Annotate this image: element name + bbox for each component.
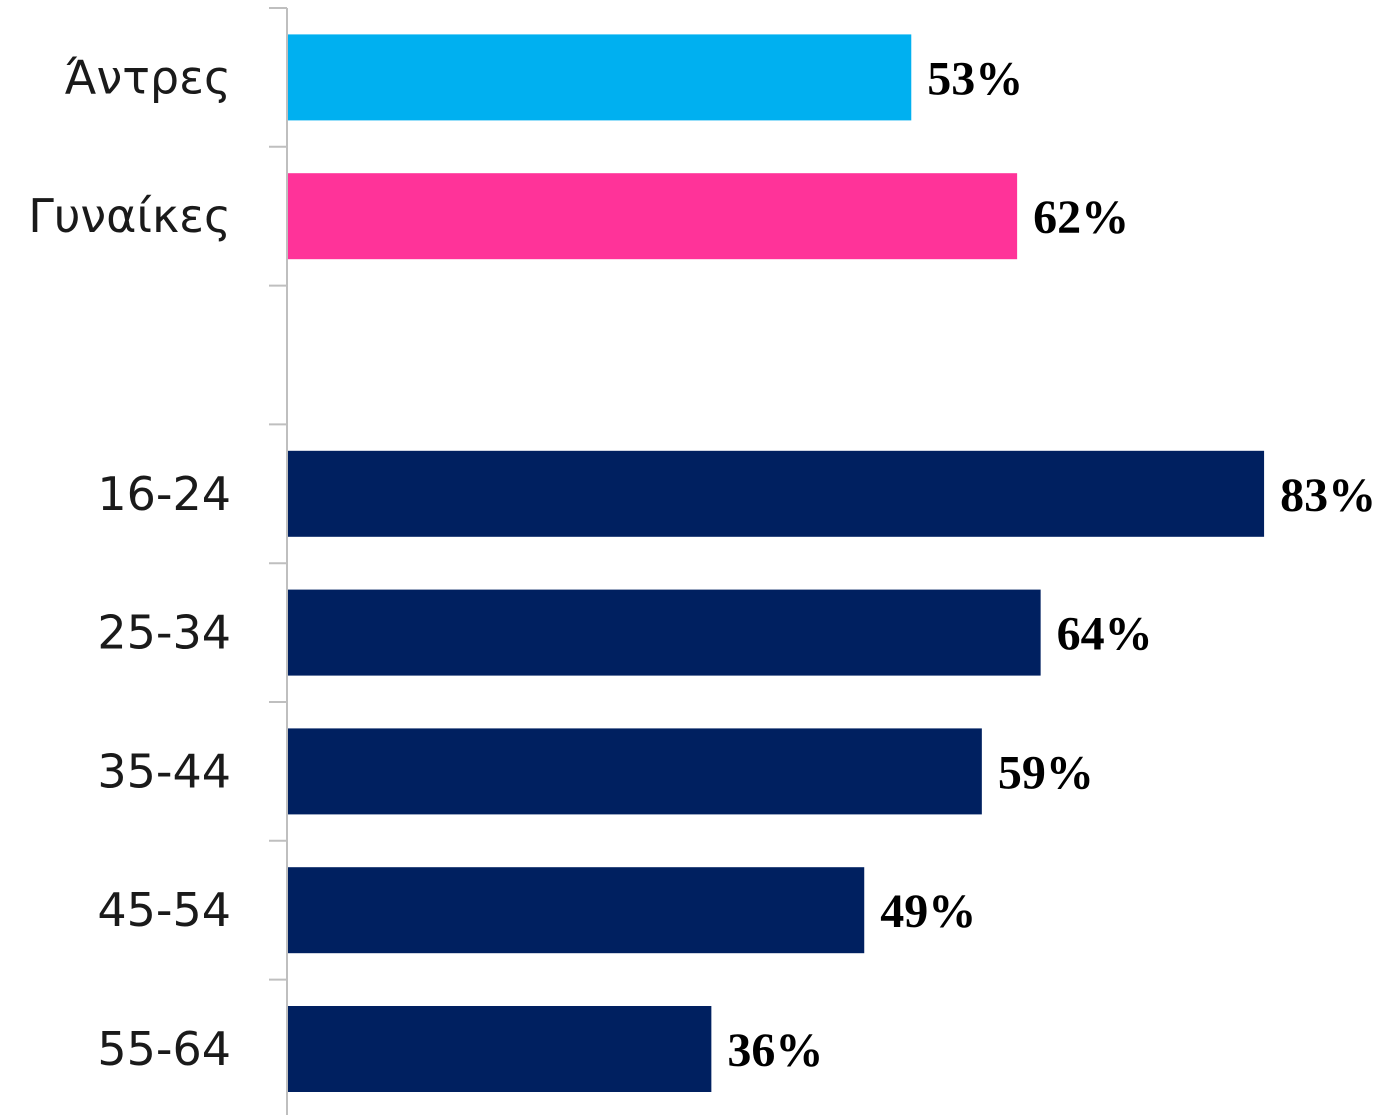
category-label: 16-24 (97, 467, 231, 521)
bar (288, 589, 1041, 676)
data-label: 83% (1280, 469, 1376, 522)
data-label: 49% (880, 885, 976, 938)
data-label: 53% (927, 52, 1023, 105)
bar (288, 34, 912, 121)
data-label: 36% (727, 1024, 823, 1077)
category-label: Άντρες (65, 50, 231, 104)
category-label: 35-44 (97, 744, 231, 798)
data-label: 62% (1033, 191, 1129, 244)
category-label: Γυναίκες (28, 189, 231, 243)
data-label: 64% (1057, 608, 1153, 661)
bar (288, 450, 1265, 537)
data-label: 59% (998, 746, 1094, 799)
bar (288, 728, 982, 815)
category-label: 25-34 (97, 606, 231, 660)
category-label: 45-54 (97, 883, 231, 937)
bar (288, 867, 865, 954)
bar (288, 1006, 712, 1092)
category-label: 55-64 (97, 1022, 231, 1076)
bar (288, 173, 1018, 260)
